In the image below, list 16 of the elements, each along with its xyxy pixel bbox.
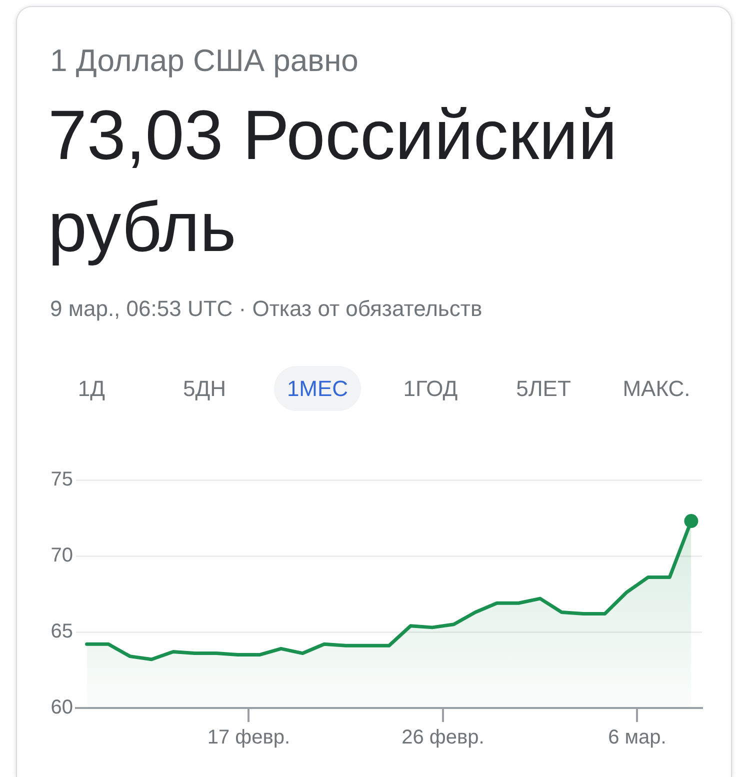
text: 5ДН	[182, 376, 226, 401]
x-tick-label: 6 мар.	[608, 726, 666, 749]
x-tick-label: 17 февр.	[207, 726, 290, 749]
text: 1Д	[78, 376, 106, 401]
y-tick-label: 70	[50, 544, 73, 567]
y-tick-label: 60	[50, 696, 73, 719]
text: МАКС.	[622, 376, 690, 401]
y-tick-label: 75	[50, 468, 73, 491]
text: 9 мар., 06:53 UTC · Отказ от обязательств	[50, 295, 482, 323]
text: 5ЛЕТ	[516, 376, 571, 401]
text: 1МЕС	[286, 376, 348, 401]
chart-title: 1 Доллар США равно	[50, 43, 358, 79]
x-tick-label: 26 февр.	[402, 726, 484, 749]
y-tick-label: 65	[50, 620, 73, 643]
chart-subtitle: 73,03 Российский рубль	[48, 95, 618, 268]
text: 1ГОД	[403, 376, 458, 401]
